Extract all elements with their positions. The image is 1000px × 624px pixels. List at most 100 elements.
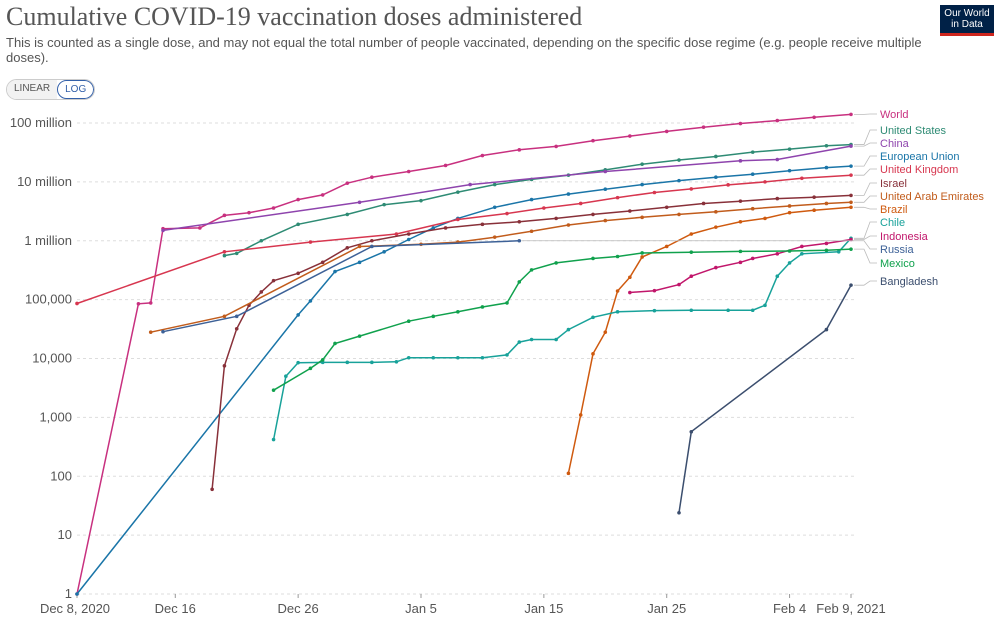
data-point [566,327,571,332]
data-point [664,244,669,249]
data-point [406,319,411,324]
data-point [480,355,485,360]
data-point [787,147,792,151]
data-point [763,216,767,221]
linear-scale-button[interactable]: LINEAR [7,80,58,99]
data-point [382,202,386,207]
data-point [578,413,583,417]
data-point [578,201,583,206]
data-point [689,232,694,236]
y-tick-label: 100,000 [25,292,72,307]
data-point [689,308,694,313]
data-point [222,253,227,258]
y-tick-label: 100 [50,468,72,483]
data-point [370,360,374,365]
data-point [357,244,362,249]
data-point [836,249,841,254]
data-point [357,200,362,205]
x-tick-label: Feb 9, 2021 [816,601,885,616]
data-point [812,195,816,199]
data-point [787,204,792,208]
data-point [370,238,374,243]
data-point [345,212,350,217]
data-point [517,238,522,243]
data-point [529,197,534,202]
data-point [517,280,522,284]
data-point [456,355,460,360]
data-point [689,429,694,434]
data-point [333,341,337,346]
series-end-label: Brazil [880,204,908,216]
data-point [664,205,669,210]
data-point [849,205,853,210]
owid-logo[interactable]: Our World in Data [940,5,994,36]
data-point [800,244,804,249]
data-point [603,218,608,223]
data-point [148,330,153,334]
data-point [505,353,509,357]
data-point [234,326,239,331]
log-scale-button[interactable]: LOG [57,80,95,99]
data-point [370,244,374,249]
data-point [787,249,792,253]
scale-toggle: LINEAR LOG [6,79,96,100]
data-point [357,334,362,338]
data-point [714,210,718,214]
data-point [652,308,657,313]
data-point [320,260,325,265]
chart-subtitle: This is counted as a single dose, and ma… [6,35,922,65]
data-point [566,192,571,196]
data-point [677,510,681,515]
data-point [431,226,436,230]
data-point [222,213,227,218]
data-point [603,169,608,174]
data-point [431,314,436,319]
data-point [505,301,509,305]
data-point [591,212,595,217]
series-end-label: Bangladesh [880,276,938,288]
logo-accent-bar [940,33,994,36]
series-line-mexico [273,248,852,391]
data-point [357,260,362,265]
data-point [529,268,534,272]
label-connector [854,129,877,145]
data-point [640,255,644,259]
data-point [689,250,694,254]
data-point [345,245,350,250]
series-end-label: United States [880,125,947,137]
data-point [812,208,816,213]
data-point [161,329,165,334]
data-point [517,148,522,152]
series-end-label: Mexico [880,258,915,270]
data-point [210,487,214,492]
series-line-chile [272,237,852,440]
data-point [677,158,681,162]
series-end-label: Chile [880,217,905,229]
data-point [456,310,460,314]
data-point [689,187,694,191]
data-point [787,210,792,215]
data-point [259,290,264,294]
label-connector [854,155,877,167]
y-tick-label: 10 [58,527,72,542]
data-point [271,206,276,210]
data-point [591,352,595,356]
y-tick-label: 1 [65,586,72,601]
logo-line-2: in Data [951,19,983,30]
data-point [849,193,853,198]
label-connector [854,235,877,240]
data-point [652,190,657,195]
data-point [640,215,644,220]
data-point [640,162,644,166]
y-tick-label: 10 million [17,174,72,189]
data-point [591,315,595,320]
data-point [480,305,485,309]
series-end-label: Israel [880,178,907,190]
data-point [738,249,743,254]
series-end-label: World [880,109,909,121]
x-tick-label: Jan 25 [647,601,686,616]
series-line-world [76,113,852,595]
data-point [849,200,853,205]
data-point [259,238,264,243]
data-point [296,360,300,365]
